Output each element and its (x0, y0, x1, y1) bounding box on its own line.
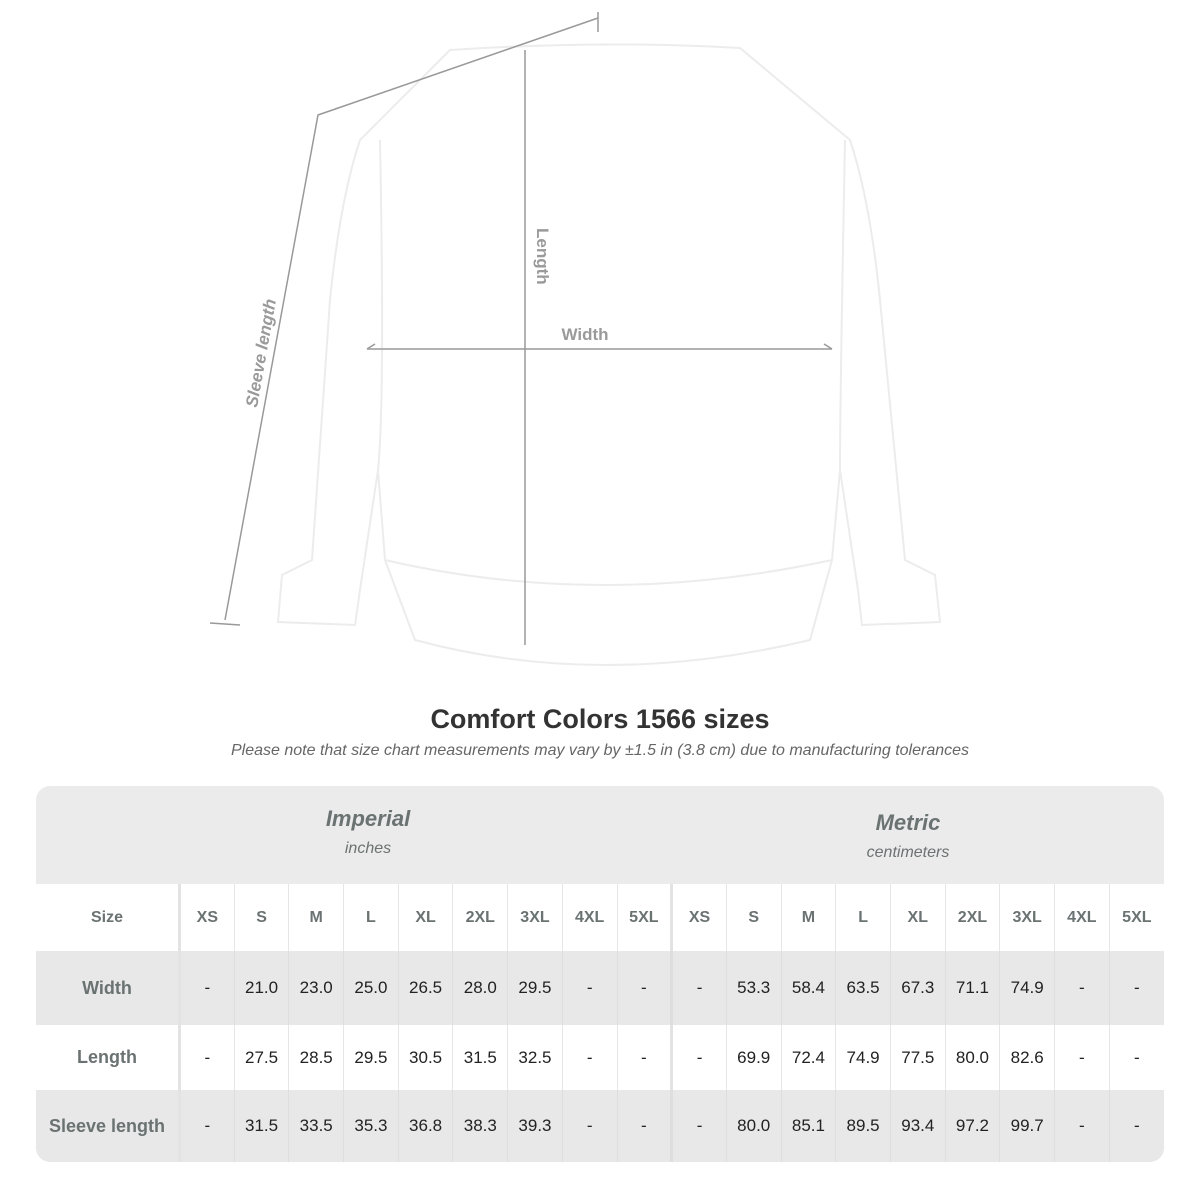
imperial-unit: inches (344, 840, 392, 857)
imperial-value-cell: 33.5 (288, 1090, 344, 1162)
metric-size-2xl: 2XL (944, 884, 1000, 951)
sweatshirt-diagram: Length Width Sleeve length (209, 12, 942, 666)
imperial-value-cell: 30.5 (397, 1025, 453, 1090)
imperial-size-2xl: 2XL (452, 884, 508, 951)
imperial-size-xl: XL (397, 884, 453, 951)
metric-value-cell: 58.4 (780, 951, 836, 1025)
imperial-value-cell: 31.5 (452, 1025, 508, 1090)
imperial-size-4xl: 4XL (561, 884, 617, 951)
imperial-value-cell: 29.5 (343, 1025, 399, 1090)
metric-value-cell: 67.3 (889, 951, 946, 1025)
table-row: Sleeve length -31.5 33.5 35.3 36.8 38.3 39.3- -… (36, 1090, 1164, 1162)
imperial-value-cell: - (179, 1090, 235, 1162)
row-label: Length (36, 1025, 181, 1090)
metric-size-l: L (835, 884, 891, 951)
imperial-value-cell: 26.5 (397, 951, 453, 1025)
metric-value-cell: 80.0 (944, 1025, 1000, 1090)
table-row: Width -21.0 23.0 25.0 26.5 28.0 29.5- - -53.3 58.… (36, 951, 1164, 1025)
metric-value-cell: 99.7 (999, 1090, 1055, 1162)
imperial-value-cell: 36.8 (397, 1090, 453, 1162)
imperial-value-cell: - (616, 1090, 672, 1162)
width-label: Width (561, 325, 608, 344)
imperial-value-cell: 29.5 (507, 951, 563, 1025)
imperial-size-s: S (233, 884, 289, 951)
imperial-size-l: L (343, 884, 399, 951)
size-header-row: Size XS S M L XL 2XL 3XL 4XL 5XL XS S M L XL 2XL 3XL 4XL 5… (36, 884, 1164, 951)
chart-title: Comfort Colors 1566 sizes (430, 704, 770, 734)
metric-value-cell: 72.4 (780, 1025, 836, 1090)
imperial-value-cell: 35.3 (343, 1090, 399, 1162)
imperial-size-m: M (288, 884, 344, 951)
imperial-value-cell: 31.5 (233, 1090, 289, 1162)
metric-value-cell: 89.5 (835, 1090, 891, 1162)
row-label: Width (36, 951, 181, 1025)
metric-header: Metric centimeters (758, 810, 1058, 862)
imperial-value-cell: 39.3 (507, 1090, 563, 1162)
imperial-value-cell: 28.5 (288, 1025, 344, 1090)
imperial-value-cell: 21.0 (233, 951, 289, 1025)
metric-value-cell: - (1054, 1025, 1110, 1090)
sweatshirt-illustration (276, 43, 942, 666)
imperial-value-cell: - (616, 951, 672, 1025)
metric-value-cell: - (670, 1025, 727, 1090)
metric-value-cell: 69.9 (725, 1025, 782, 1090)
row-label: Sleeve length (36, 1090, 181, 1162)
metric-value-cell: - (670, 951, 727, 1025)
imperial-value-cell: 27.5 (233, 1025, 289, 1090)
imperial-value-cell: 23.0 (288, 951, 344, 1025)
metric-size-5xl: 5XL (1108, 884, 1164, 951)
metric-value-cell: 85.1 (780, 1090, 836, 1162)
imperial-value-cell: - (179, 951, 235, 1025)
imperial-title: Imperial (325, 806, 411, 831)
metric-title: Metric (875, 810, 941, 835)
imperial-size-xs: XS (179, 884, 235, 951)
metric-value-cell: - (1108, 1090, 1164, 1162)
metric-value-cell: 74.9 (999, 951, 1055, 1025)
metric-unit: centimeters (866, 844, 950, 861)
imperial-value-cell: - (616, 1025, 672, 1090)
metric-size-m: M (780, 884, 836, 951)
imperial-value-cell: 28.0 (452, 951, 508, 1025)
imperial-header: Imperial inches (218, 806, 518, 858)
unit-header-band (36, 786, 1164, 884)
metric-size-xl: XL (889, 884, 946, 951)
imperial-size-3xl: 3XL (507, 884, 563, 951)
metric-size-4xl: 4XL (1054, 884, 1110, 951)
metric-value-cell: 71.1 (944, 951, 1000, 1025)
measurement-lines (209, 12, 833, 645)
metric-value-cell: 74.9 (835, 1025, 891, 1090)
metric-value-cell: - (1108, 1025, 1164, 1090)
metric-size-s: S (725, 884, 782, 951)
size-table: Imperial inches Metric centimeters Size X… (36, 786, 1164, 1162)
tolerance-note: Please note that size chart measurements… (230, 742, 970, 759)
metric-size-xs: XS (670, 884, 727, 951)
metric-value-cell: 53.3 (725, 951, 782, 1025)
table-row: Length -27.5 28.5 29.5 30.5 31.5 32.5- - -69.9 72… (36, 1025, 1164, 1090)
metric-value-cell: - (670, 1090, 727, 1162)
metric-value-cell: 93.4 (889, 1090, 946, 1162)
metric-value-cell: - (1054, 1090, 1110, 1162)
imperial-value-cell: 25.0 (343, 951, 399, 1025)
metric-size-3xl: 3XL (999, 884, 1055, 951)
imperial-value-cell: - (561, 1090, 617, 1162)
imperial-size-5xl: 5XL (616, 884, 672, 951)
length-label: Length (533, 228, 552, 285)
metric-value-cell: 63.5 (835, 951, 891, 1025)
metric-value-cell: - (1054, 951, 1110, 1025)
metric-value-cell: - (1108, 951, 1164, 1025)
size-grid: Size XS S M L XL 2XL 3XL 4XL 5XL XS S M L XL 2XL 3XL 4XL 5… (36, 884, 1164, 1162)
metric-value-cell: 82.6 (999, 1025, 1055, 1090)
metric-value-cell: 80.0 (725, 1090, 782, 1162)
imperial-value-cell: 38.3 (452, 1090, 508, 1162)
imperial-value-cell: - (561, 1025, 617, 1090)
metric-value-cell: 77.5 (889, 1025, 946, 1090)
imperial-value-cell: - (179, 1025, 235, 1090)
imperial-value-cell: 32.5 (507, 1025, 563, 1090)
metric-value-cell: 97.2 (944, 1090, 1000, 1162)
imperial-value-cell: - (561, 951, 617, 1025)
size-label: Size (36, 884, 181, 951)
